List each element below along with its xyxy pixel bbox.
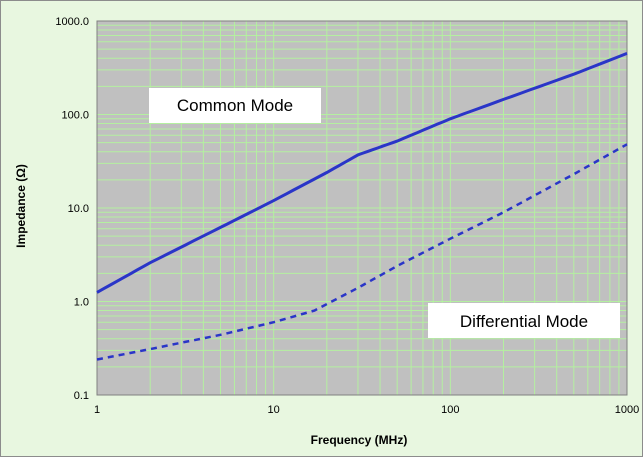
x-tick-label: 1000	[615, 404, 639, 416]
y-axis-title: Impedance (Ω)	[14, 164, 28, 248]
tick-labels: 1 10 100 1000 0.1 1.0 10.0 100.0 1000.0	[55, 16, 639, 416]
y-tick-label: 1000.0	[55, 16, 89, 28]
y-tick-label: 10.0	[68, 203, 89, 215]
series-line-common-mode	[96, 52, 628, 294]
series-layer	[96, 52, 628, 361]
x-tick-label: 1	[94, 404, 100, 416]
annotation-common-mode-box	[149, 88, 321, 123]
annotation-differential-mode: Differential Mode	[428, 303, 620, 338]
annotation-differential-mode-box	[428, 303, 620, 338]
x-tick-label: 10	[268, 404, 280, 416]
x-tick-label: 100	[441, 404, 459, 416]
annotation-differential-mode-text: Differential Mode	[460, 312, 588, 331]
annotation-common-mode: Common Mode	[149, 88, 321, 123]
y-tick-label: 1.0	[74, 297, 89, 309]
y-tick-label: 0.1	[74, 390, 89, 402]
plot-border	[96, 20, 628, 396]
x-axis-title: Frequency (MHz)	[311, 433, 408, 447]
annotation-common-mode-text: Common Mode	[177, 96, 293, 115]
y-tick-label: 100.0	[61, 110, 89, 122]
series-line-differential-mode	[96, 143, 628, 361]
